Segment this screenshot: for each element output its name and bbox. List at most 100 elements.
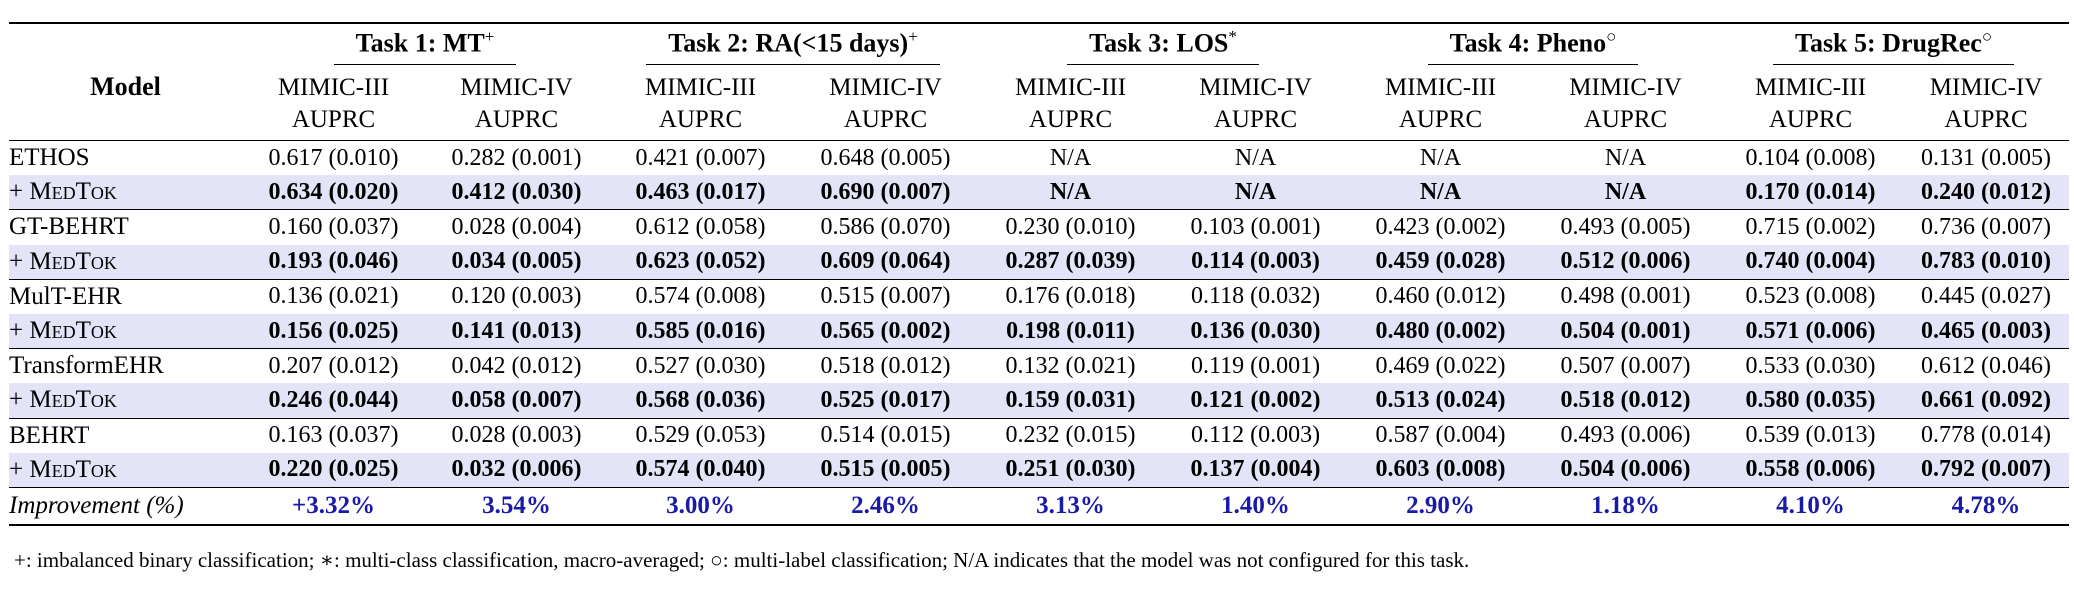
- value-cell: 0.028 (0.004): [425, 209, 609, 245]
- value-cell: 0.623 (0.052): [608, 244, 794, 280]
- dataset-label: MIMIC-III: [277, 74, 390, 101]
- dataset-label: MIMIC-III: [1014, 74, 1127, 101]
- dataset-label: MIMIC-III: [644, 74, 757, 101]
- table-row-baseline: TransformEHR 0.207 (0.012) 0.042 (0.012) 0.…: [9, 348, 2070, 384]
- dataset-label: MIMIC-IV: [1929, 74, 2043, 101]
- model-name-cell: MulT-EHR: [9, 278, 242, 314]
- task-3-header: Task 3: LOS*: [978, 23, 1348, 68]
- improvement-value: 3.00%: [608, 486, 794, 526]
- value-cell: 0.137 (0.004): [1163, 452, 1349, 488]
- value-cell: 0.465 (0.003): [1903, 313, 2070, 349]
- value-cell: 0.103 (0.001): [1163, 209, 1349, 245]
- improvement-value: 4.78%: [1903, 486, 2070, 526]
- value-cell: 0.715 (0.002): [1718, 209, 1904, 245]
- value-cell: 0.131 (0.005): [1903, 140, 2070, 176]
- value-cell: 0.648 (0.005): [793, 140, 979, 176]
- value-cell: 0.568 (0.036): [608, 383, 794, 418]
- value-cell: 0.612 (0.046): [1903, 348, 2070, 384]
- dataset-label: MIMIC-III: [1384, 74, 1497, 101]
- table-row-baseline: MulT-EHR 0.136 (0.021) 0.120 (0.003) 0.574 …: [9, 278, 2070, 314]
- metric-label: AUPRC: [1028, 106, 1113, 133]
- value-cell: 0.617 (0.010): [242, 140, 425, 176]
- model-name: MedTok: [29, 247, 117, 275]
- model-name-cell: + MedTok: [9, 175, 242, 210]
- value-cell: 0.493 (0.006): [1533, 417, 1719, 453]
- model-name: MedTok: [29, 386, 117, 414]
- model-name: MedTok: [29, 317, 117, 345]
- metric-label: AUPRC: [1398, 106, 1483, 133]
- metric-label: AUPRC: [658, 106, 743, 133]
- value-cell: 0.493 (0.005): [1533, 209, 1719, 245]
- model-prefix: +: [9, 317, 30, 345]
- improvement-value: 4.10%: [1718, 486, 1904, 526]
- value-cell: 0.571 (0.006): [1718, 313, 1904, 349]
- value-cell: 0.565 (0.002): [793, 313, 979, 349]
- model-column-header: Model: [90, 72, 161, 101]
- table-row-baseline: GT-BEHRT 0.160 (0.037) 0.028 (0.004) 0.612 …: [9, 209, 2070, 245]
- value-cell: 0.469 (0.022): [1348, 348, 1534, 384]
- value-cell: 0.028 (0.003): [425, 417, 609, 453]
- subheader-task-5-mimic-iii: MIMIC-III AUPRC: [1718, 68, 1903, 141]
- dataset-label: MIMIC-III: [1754, 74, 1867, 101]
- task-2-header: Task 2: RA(<15 days)+: [608, 23, 978, 68]
- value-cell: 0.232 (0.015): [978, 417, 1164, 453]
- value-cell: 0.580 (0.035): [1718, 383, 1904, 418]
- table-footnote: +: imbalanced binary classification; ∗: …: [14, 548, 1470, 572]
- model-name: MedTok: [29, 178, 117, 206]
- model-name-cell: BEHRT: [9, 417, 242, 453]
- value-cell: 0.042 (0.012): [425, 348, 609, 384]
- table-body: ETHOS 0.617 (0.010) 0.282 (0.001) 0.421 (0.…: [9, 140, 2070, 526]
- value-cell: 0.525 (0.017): [793, 383, 979, 418]
- model-prefix: +: [9, 247, 30, 275]
- value-cell: 0.034 (0.005): [425, 244, 609, 280]
- value-cell: 0.163 (0.037): [242, 417, 425, 453]
- value-cell: 0.518 (0.012): [1533, 383, 1719, 418]
- task-5-header: Task 5: DrugRec○: [1718, 23, 2069, 68]
- value-cell: 0.423 (0.002): [1348, 209, 1534, 245]
- value-cell: 0.512 (0.006): [1533, 244, 1719, 280]
- value-cell: 0.287 (0.039): [978, 244, 1164, 280]
- subheader-task-3-mimic-iv: MIMIC-IV AUPRC: [1163, 68, 1348, 141]
- improvement-value: 3.13%: [978, 486, 1164, 526]
- table-row-medtok: + MedTok 0.220 (0.025) 0.032 (0.006) 0.574 …: [9, 452, 2070, 488]
- task-4-header: Task 4: Pheno○: [1348, 23, 1718, 68]
- model-prefix: +: [9, 455, 30, 483]
- value-cell: 0.778 (0.014): [1903, 417, 2070, 453]
- value-cell: 0.159 (0.031): [978, 383, 1164, 418]
- subheader-task-1-mimic-iii: MIMIC-III AUPRC: [242, 68, 425, 141]
- metric-label: AUPRC: [474, 106, 559, 133]
- improvement-value: 3.54%: [425, 486, 609, 526]
- value-cell: 0.220 (0.025): [242, 452, 425, 488]
- value-cell: 0.120 (0.003): [425, 278, 609, 314]
- value-cell: 0.170 (0.014): [1718, 175, 1904, 210]
- value-cell: 0.504 (0.006): [1533, 452, 1719, 488]
- value-cell: 0.603 (0.008): [1348, 452, 1534, 488]
- value-cell: 0.533 (0.030): [1718, 348, 1904, 384]
- model-name-cell: + MedTok: [9, 313, 242, 349]
- value-cell: 0.480 (0.002): [1348, 313, 1534, 349]
- table-row-baseline: ETHOS 0.617 (0.010) 0.282 (0.001) 0.421 (0.…: [9, 140, 2070, 176]
- value-cell: 0.612 (0.058): [608, 209, 794, 245]
- value-cell: 0.527 (0.030): [608, 348, 794, 384]
- value-cell: N/A: [1533, 140, 1719, 176]
- dataset-label: MIMIC-IV: [460, 74, 573, 101]
- model-name: MedTok: [29, 455, 117, 483]
- value-cell: 0.119 (0.001): [1163, 348, 1349, 384]
- value-cell: 0.504 (0.001): [1533, 313, 1719, 349]
- value-cell: N/A: [978, 140, 1164, 176]
- subheader-task-1-mimic-iv: MIMIC-IV AUPRC: [425, 68, 608, 141]
- dataset-label: MIMIC-IV: [1569, 74, 1682, 101]
- dataset-label: MIMIC-IV: [829, 74, 942, 101]
- value-cell: 0.515 (0.005): [793, 452, 979, 488]
- value-cell: 0.032 (0.006): [425, 452, 609, 488]
- value-cell: 0.251 (0.030): [978, 452, 1164, 488]
- value-cell: N/A: [1163, 140, 1349, 176]
- table-row-baseline: BEHRT 0.163 (0.037) 0.028 (0.003) 0.529 (0.…: [9, 417, 2070, 453]
- value-cell: 0.634 (0.020): [242, 175, 425, 210]
- value-cell: 0.412 (0.030): [425, 175, 609, 210]
- metric-label: AUPRC: [1768, 106, 1853, 133]
- table-row-medtok: + MedTok 0.193 (0.046) 0.034 (0.005) 0.623 …: [9, 244, 2070, 280]
- metric-label: AUPRC: [843, 106, 928, 133]
- value-cell: N/A: [1348, 175, 1534, 210]
- value-cell: 0.661 (0.092): [1903, 383, 2070, 418]
